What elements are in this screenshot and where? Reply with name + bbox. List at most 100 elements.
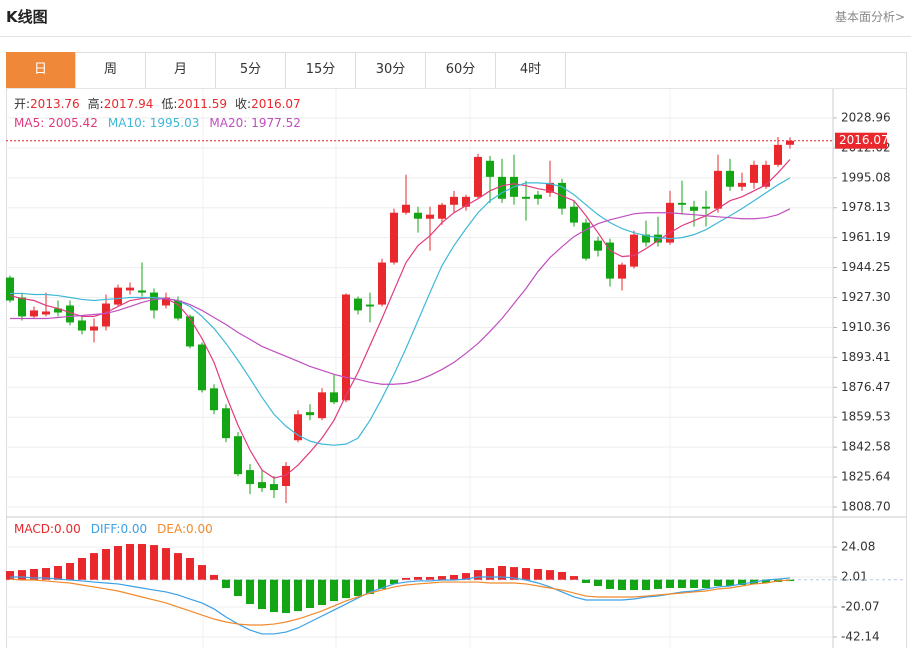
ma-line xyxy=(10,177,791,446)
candle-body xyxy=(42,311,50,315)
candle-body xyxy=(402,204,410,213)
y-tick-label: -20.07 xyxy=(841,600,880,614)
macd-bar xyxy=(90,553,98,580)
macd-bar xyxy=(618,579,626,591)
candle-body xyxy=(702,206,710,209)
macd-bar xyxy=(474,570,482,580)
macd-bar xyxy=(534,568,542,580)
legend-value: 1995.03 xyxy=(150,116,200,130)
legend-value: 2016.07 xyxy=(251,97,301,111)
macd-bar xyxy=(666,579,674,589)
legend-label: MACD: xyxy=(14,522,54,536)
candle-body xyxy=(174,300,182,319)
macd-bar xyxy=(642,579,650,591)
candle-body xyxy=(750,164,758,183)
tab[interactable]: 日 xyxy=(6,52,76,89)
candle-body xyxy=(18,297,26,317)
candle-body xyxy=(246,470,254,485)
candle-body xyxy=(210,388,218,411)
candle-body xyxy=(138,290,146,293)
candle-body xyxy=(342,294,350,401)
tab[interactable]: 60分 xyxy=(426,52,496,89)
macd-bar xyxy=(306,579,314,608)
candle-body xyxy=(678,202,686,205)
y-tick-label: 1995.08 xyxy=(841,170,891,184)
candle-body xyxy=(474,156,482,197)
macd-bar xyxy=(510,567,518,580)
macd-bar xyxy=(234,579,242,597)
macd-bar xyxy=(378,579,386,589)
legend-label: MA10: xyxy=(108,116,146,130)
candle-body xyxy=(498,176,506,199)
macd-bar xyxy=(414,577,422,580)
macd-bar xyxy=(438,576,446,580)
macd-bar xyxy=(738,579,746,586)
tab[interactable]: 周 xyxy=(76,52,146,89)
macd-line xyxy=(9,578,791,626)
macd-bar xyxy=(6,571,14,580)
candle-body xyxy=(726,170,734,187)
macd-bar xyxy=(390,579,398,585)
macd-bar xyxy=(354,579,362,597)
tab-bar: 日周月 5分 15分 30分 60分 4时 xyxy=(6,52,566,89)
candle-body xyxy=(102,303,110,327)
candle-body xyxy=(618,264,626,279)
y-tick-label: 1825.64 xyxy=(841,470,891,484)
candle-body xyxy=(162,297,170,306)
macd-bar xyxy=(498,565,506,580)
candle-body xyxy=(330,392,338,403)
candle-body xyxy=(282,466,290,486)
ma-line xyxy=(9,159,791,479)
y-tick-label: 1842.58 xyxy=(841,440,891,454)
analysis-link[interactable]: 基本面分析> xyxy=(834,10,905,24)
macd-bar xyxy=(690,579,698,589)
tab[interactable]: 4时 xyxy=(496,52,566,89)
candle-body xyxy=(774,144,782,165)
tab[interactable]: 30分 xyxy=(356,52,426,89)
macd-bar xyxy=(174,553,182,580)
legend-label: MA20: xyxy=(209,116,247,130)
tab[interactable]: 月 xyxy=(146,52,216,89)
y-tick-label: 1978.13 xyxy=(841,200,891,214)
candle-body xyxy=(198,344,206,391)
candle-body xyxy=(486,160,494,177)
legend-value: 0.00 xyxy=(54,522,81,536)
macd-bar xyxy=(114,546,122,580)
macd-bar xyxy=(402,577,410,580)
legend-label: DIFF: xyxy=(91,522,121,536)
candle-body xyxy=(270,484,278,491)
candle-body xyxy=(222,408,230,439)
tab[interactable]: 15分 xyxy=(286,52,356,89)
macd-bar xyxy=(18,570,26,580)
y-tick-label: 1944.25 xyxy=(841,260,891,274)
y-tick-label: 1910.36 xyxy=(841,320,891,334)
candle-body xyxy=(762,164,770,187)
candle-body xyxy=(534,194,542,199)
candle-body xyxy=(606,242,614,279)
macd-bar xyxy=(762,579,770,583)
tab[interactable]: 5分 xyxy=(216,52,286,89)
candle-body xyxy=(570,206,578,223)
macd-bar xyxy=(150,545,158,580)
y-tick-label: 2.01 xyxy=(841,569,868,583)
last-price-box xyxy=(835,132,887,149)
macd-bar xyxy=(426,577,434,580)
macd-bar xyxy=(570,576,578,580)
macd-bar xyxy=(270,579,278,613)
macd-bar xyxy=(222,579,230,589)
candle-body xyxy=(150,292,158,311)
legend-value: 2011.59 xyxy=(177,97,227,111)
ma-legend: MA5: 2005.42 MA10: 1995.03 MA20: 1977.52 xyxy=(14,116,301,130)
candle-body xyxy=(786,140,794,145)
macd-bar xyxy=(546,570,554,580)
macd-legend: MACD:0.00 DIFF:0.00 DEA:0.00 xyxy=(14,522,213,536)
candle-body xyxy=(294,414,302,441)
candle-body xyxy=(630,234,638,267)
legend-label: DEA: xyxy=(157,522,186,536)
legend-label: MA5: xyxy=(14,116,44,130)
y-tick-label: 1927.30 xyxy=(841,290,891,304)
candle-body xyxy=(366,304,374,307)
candle-body xyxy=(186,316,194,347)
y-tick-label: -42.14 xyxy=(841,630,880,644)
